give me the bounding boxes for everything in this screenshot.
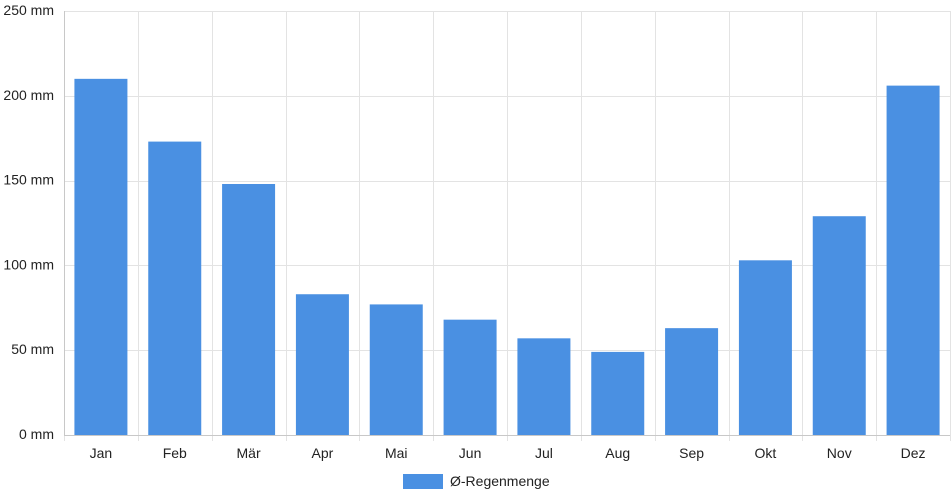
y-tick-label: 50 mm [11,341,54,357]
bar-okt[interactable] [738,260,792,435]
x-axis-tick-labels: Jan Feb Mär Apr Mai Jun Jul Aug Sep Okt Nov Dez [90,445,926,461]
legend-label: Ø-Regenmenge [450,473,550,489]
x-tick-label: Mai [385,445,408,461]
x-tick-label: Sep [679,445,704,461]
grid-lines [64,11,951,441]
bar-sep[interactable] [665,328,719,435]
bar-nov[interactable] [812,216,866,435]
x-tick-label: Jul [535,445,553,461]
bar-aug[interactable] [591,351,645,435]
x-tick-label: Dez [901,445,926,461]
y-tick-label: 0 mm [19,426,54,442]
bar-group [74,78,940,436]
y-tick-label: 200 mm [3,87,54,103]
bar-mär[interactable] [222,183,276,435]
y-axis-tick-labels: 0 mm 50 mm 100 mm 150 mm 200 mm 250 mm [3,2,54,442]
bar-dez[interactable] [886,85,940,436]
x-tick-label: Feb [163,445,187,461]
x-tick-label: Nov [827,445,852,461]
y-tick-label: 250 mm [3,2,54,18]
x-tick-label: Jun [459,445,482,461]
x-tick-label: Aug [605,445,630,461]
x-tick-label: Jan [90,445,113,461]
x-tick-label: Okt [755,445,777,461]
bar-jan[interactable] [74,78,128,435]
y-tick-label: 150 mm [3,172,54,188]
legend-swatch [403,473,443,489]
bar-jun[interactable] [443,319,497,435]
bar-feb[interactable] [148,141,202,436]
x-tick-label: Mär [237,445,261,461]
axes [64,11,950,436]
bar-jul[interactable] [517,338,571,435]
x-tick-label: Apr [312,445,334,461]
y-tick-label: 100 mm [3,256,54,272]
bar-mai[interactable] [369,304,423,435]
chart-legend[interactable]: Ø-Regenmenge [403,473,550,489]
bar-apr[interactable] [295,294,349,435]
